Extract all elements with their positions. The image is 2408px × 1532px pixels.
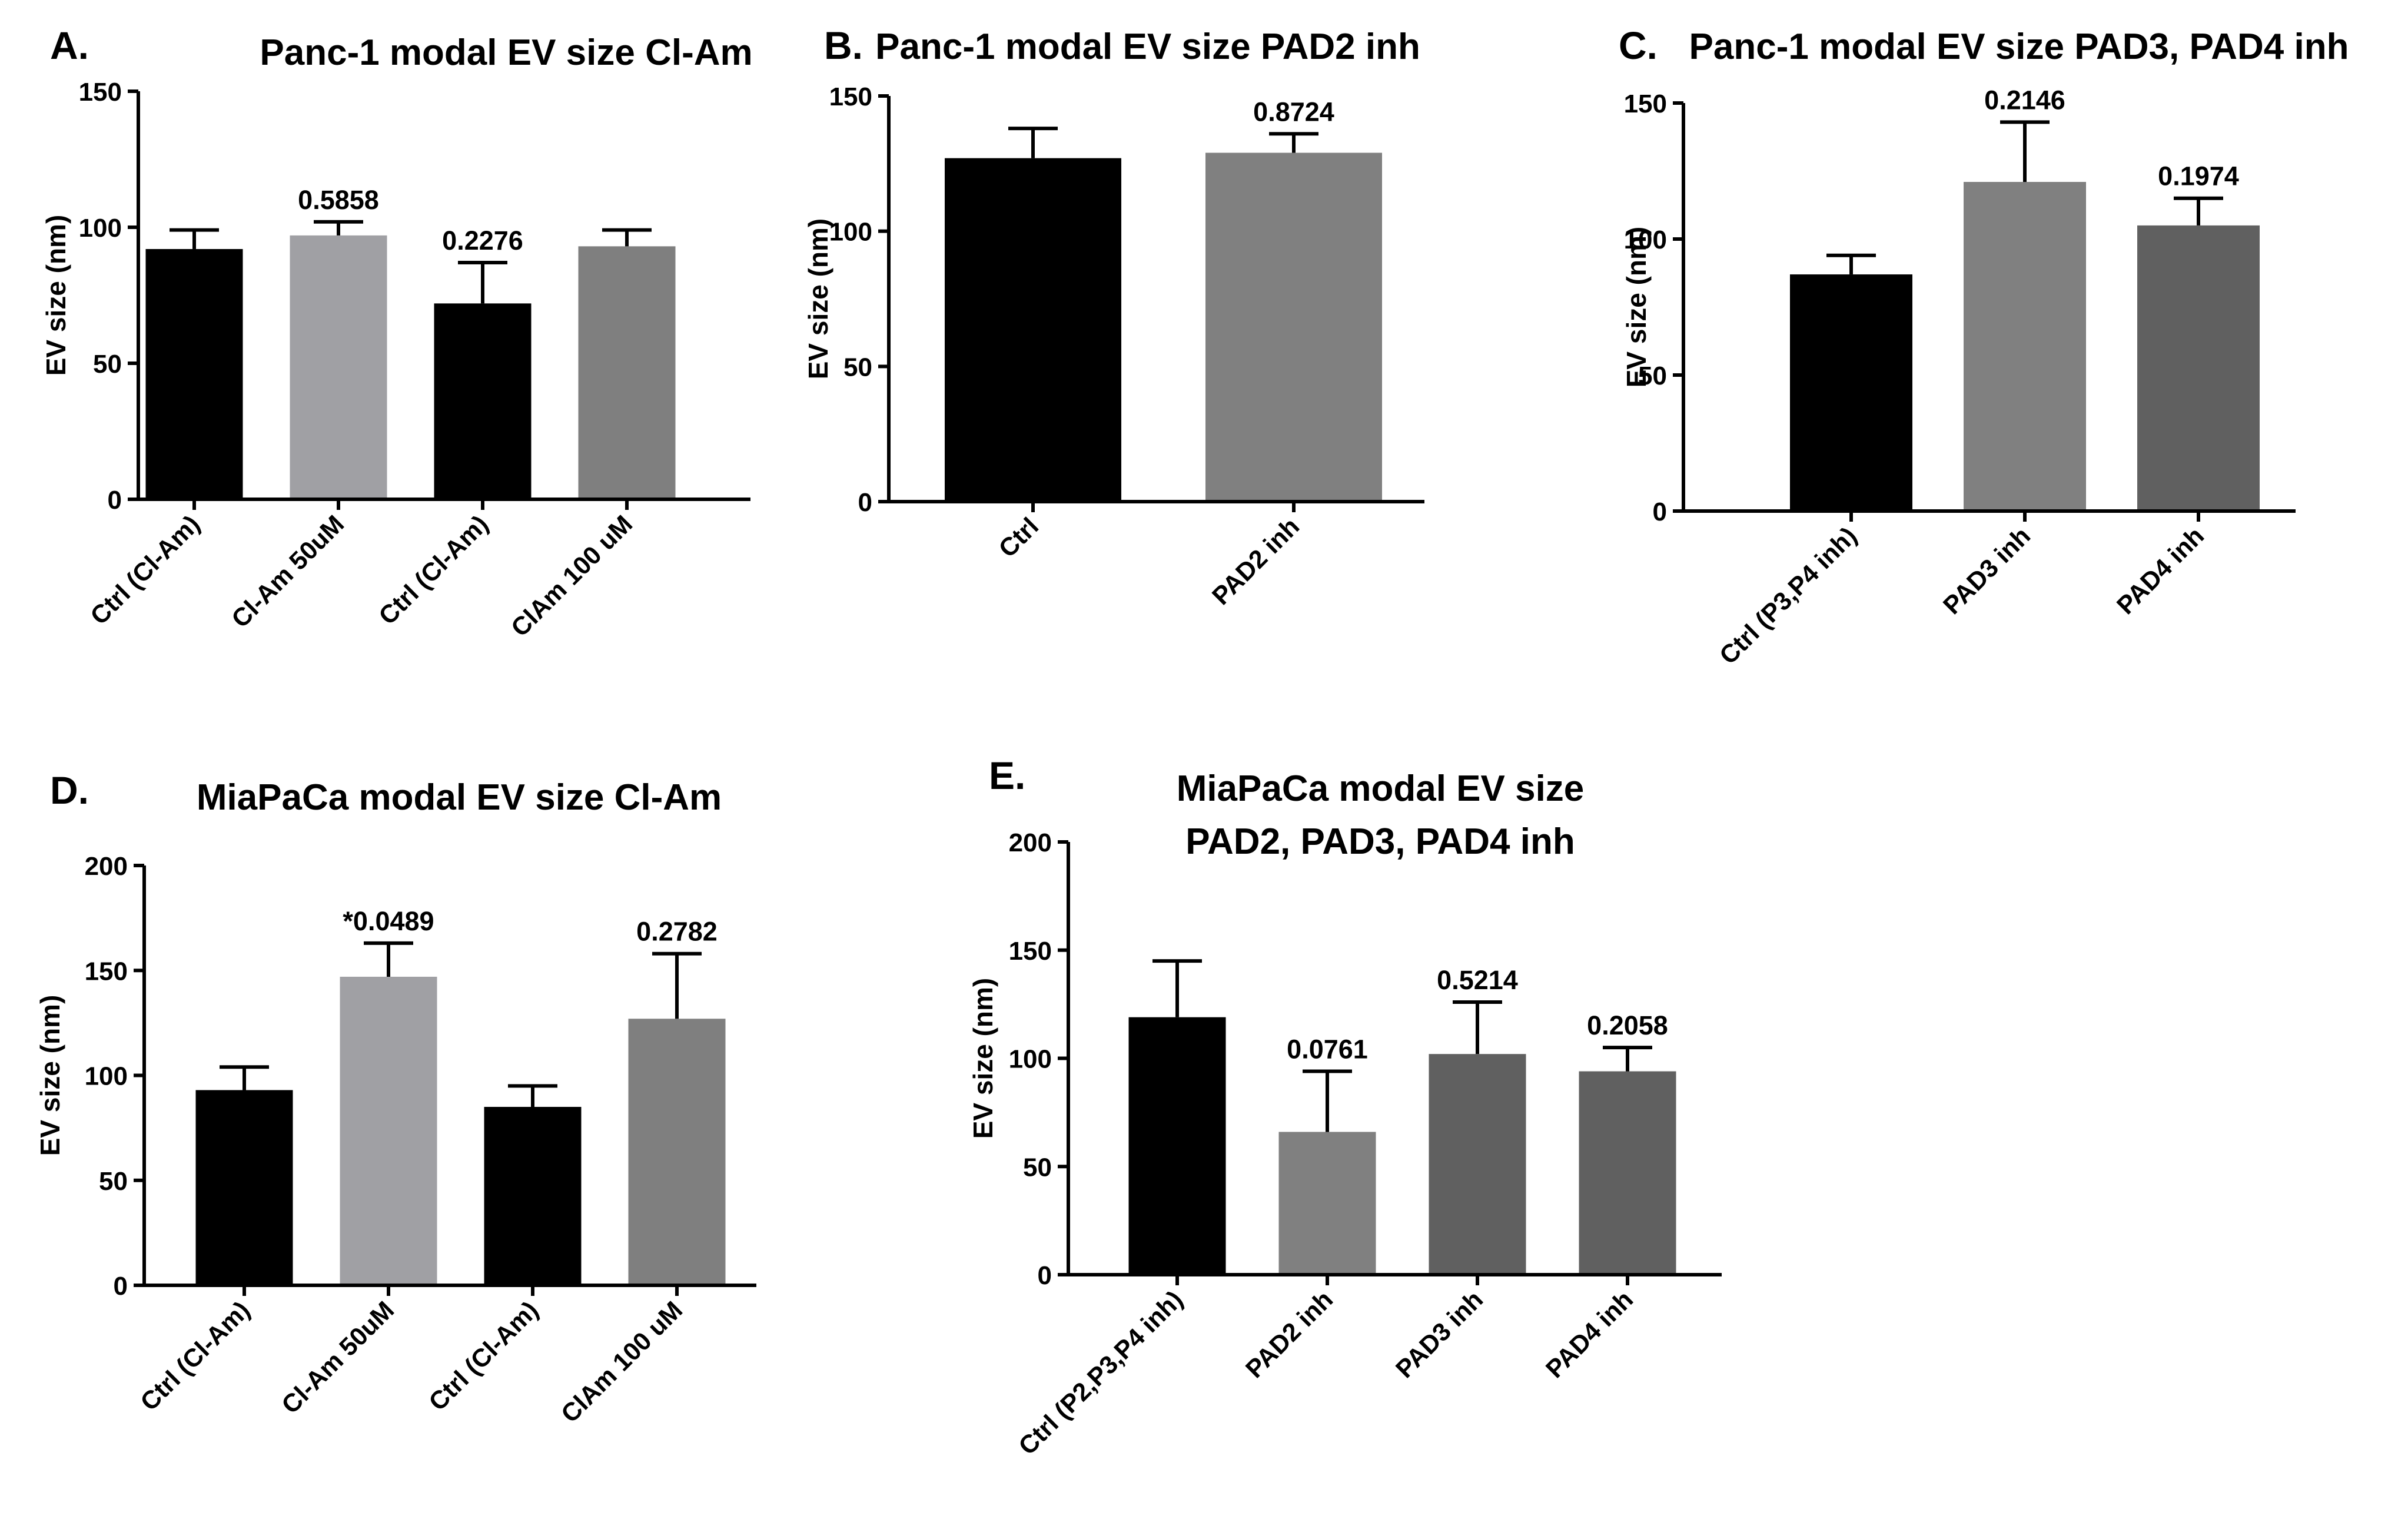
bar [1964,181,2086,512]
y-axis-title: EV size (nm) [1621,227,1652,388]
bar [578,246,676,499]
bar [945,158,1121,502]
bar [1579,1071,1676,1275]
y-tick-label: 100 [79,214,122,243]
chart-panel-3: C. Panc-1 modal EV size PAD3, PAD4 inh EV … [1619,24,2349,670]
x-category-label: Ctrl [994,512,1044,563]
bar [195,1090,293,1285]
panel-letter: E. [989,754,1025,797]
x-category-label: Cl-Am 50uM [226,510,350,634]
x-category-label: PAD2 inh [1240,1285,1338,1384]
chart-title: MiaPaCa modal EV size [1177,768,1585,809]
bar [1128,1017,1226,1275]
bar [1205,152,1382,502]
x-category-label: Ctrl (Cl-Am) [135,1296,256,1417]
x-category-label: ClAm 100 uM [556,1296,688,1428]
bar [1429,1054,1526,1275]
p-value-label: 0.2782 [636,917,718,947]
x-category-label: PAD3 inh [1390,1285,1489,1384]
chart-panel-2: B. Panc-1 modal EV size PAD2 inh EV size (… [803,24,1424,611]
chart-title: MiaPaCa modal EV size Cl-Am [197,777,722,818]
p-value-label: 0.0761 [1287,1034,1368,1065]
y-tick-label: 100 [1009,1045,1052,1074]
chart-title: Panc-1 modal EV size PAD2 inh [875,26,1420,67]
chart-title: Panc-1 modal EV size Cl-Am [260,32,752,73]
y-axis-title: EV size (nm) [803,218,833,380]
p-value-label: 0.2058 [1587,1010,1668,1040]
p-value-label: *0.0489 [343,906,434,936]
y-tick-label: 150 [1624,89,1667,118]
y-tick-label: 50 [1023,1153,1052,1182]
p-value-label: 0.8724 [1253,97,1334,127]
bar [290,235,387,499]
y-tick-label: 50 [843,353,872,382]
y-tick-label: 150 [79,78,122,107]
chart-panel-4: D. MiaPaCa modal EV size Cl-Am EV size (nm… [35,768,756,1428]
x-category-label: Ctrl (Cl-Am) [374,510,494,631]
y-tick-label: 0 [114,1272,128,1301]
chart-panel-5: E. MiaPaCa modal EV size PAD2, PAD3, PAD4 … [968,754,1722,1461]
y-tick-label: 150 [829,82,872,111]
panel-letter: A. [50,24,89,67]
y-tick-label: 100 [1624,226,1667,254]
bar [1790,274,1912,511]
bar [628,1019,726,1285]
x-category-label: PAD2 inh [1207,512,1305,611]
y-axis-title: EV size (nm) [968,978,998,1139]
x-category-label: Cl-Am 50uM [276,1296,400,1420]
y-tick-label: 0 [108,486,122,515]
panel-letter: C. [1619,24,1658,67]
y-tick-label: 0 [858,488,872,517]
panel-letter: D. [50,768,89,812]
y-tick-label: 0 [1038,1261,1052,1290]
bar [145,248,243,499]
y-tick-label: 50 [1638,362,1667,390]
y-axis-title: EV size (nm) [35,995,65,1156]
bar [2137,225,2260,511]
bar [484,1106,582,1285]
p-value-label: 0.5214 [1437,965,1518,995]
x-category-label: Ctrl (Cl-Am) [85,510,206,631]
x-category-label: PAD4 inh [1540,1285,1639,1384]
y-tick-label: 50 [93,350,122,379]
y-tick-label: 100 [85,1062,128,1091]
p-value-label: 0.2276 [442,226,523,256]
y-tick-label: 150 [85,957,128,986]
y-tick-label: 200 [85,852,128,881]
p-value-label: 0.5858 [298,185,379,215]
x-category-label: Ctrl (Cl-Am) [424,1296,544,1417]
bar [1278,1132,1376,1275]
y-tick-label: 0 [1653,498,1667,526]
x-category-label: PAD4 inh [2111,522,2210,620]
chart-title: Panc-1 modal EV size PAD3, PAD4 inh [1689,26,2349,67]
y-tick-label: 150 [1009,937,1052,966]
y-tick-label: 100 [829,218,872,247]
chart-panel-1: A. Panc-1 modal EV size Cl-Am EV size (nm)… [41,24,753,642]
x-category-label: ClAm 100 uM [506,510,638,642]
x-category-label: PAD3 inh [1938,522,2036,620]
bar [434,303,532,499]
x-category-label: Ctrl (P2,P3,P4 inh) [1014,1285,1189,1461]
x-category-label: Ctrl (P3,P4 inh) [1714,522,1862,670]
y-tick-label: 200 [1009,828,1052,857]
p-value-label: 0.2146 [1984,85,2065,115]
panel-letter: B. [824,24,863,67]
chart-title: PAD2, PAD3, PAD4 inh [1185,821,1575,862]
y-tick-label: 50 [99,1167,128,1196]
y-axis-title: EV size (nm) [41,215,71,376]
bar [340,976,437,1285]
p-value-label: 0.1974 [2158,161,2239,191]
